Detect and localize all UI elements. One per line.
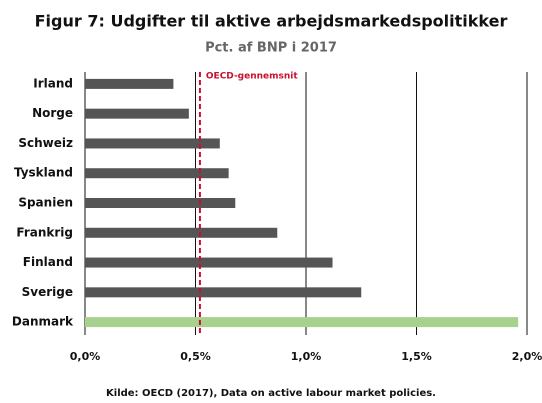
bar bbox=[85, 287, 362, 298]
y-tick-label: Finland bbox=[23, 255, 73, 269]
y-tick-label: Tyskland bbox=[14, 166, 73, 180]
source: Kilde: OECD (2017), Data on active labou… bbox=[106, 388, 436, 399]
y-tick-label: Schweiz bbox=[18, 136, 73, 150]
bar bbox=[85, 317, 519, 328]
reference-label: OECD-gennemsnit bbox=[206, 72, 298, 82]
x-tick-label: 2,0% bbox=[512, 350, 542, 363]
x-tick-label: 0,0% bbox=[70, 350, 101, 363]
chart-title: Figur 7: Udgifter til aktive arbejdsmark… bbox=[35, 12, 508, 31]
y-tick-label: Danmark bbox=[12, 315, 74, 329]
y-tick-label: Irland bbox=[33, 76, 73, 90]
y-tick-label: Spanien bbox=[18, 196, 73, 210]
bar bbox=[85, 198, 236, 208]
chart-subtitle: Pct. af BNP i 2017 bbox=[205, 41, 337, 56]
bar bbox=[85, 138, 220, 149]
bar bbox=[85, 257, 333, 268]
y-tick-label: Frankrig bbox=[16, 225, 73, 239]
x-tick-label: 0,5% bbox=[180, 350, 211, 363]
y-tick-label: Norge bbox=[32, 106, 73, 120]
bar bbox=[85, 168, 229, 179]
x-tick-label: 1,0% bbox=[291, 350, 322, 363]
bar bbox=[85, 227, 278, 238]
x-tick-label: 1,5% bbox=[401, 350, 432, 363]
bar bbox=[85, 78, 174, 89]
bar bbox=[85, 108, 189, 119]
y-tick-label: Sverige bbox=[22, 285, 73, 299]
